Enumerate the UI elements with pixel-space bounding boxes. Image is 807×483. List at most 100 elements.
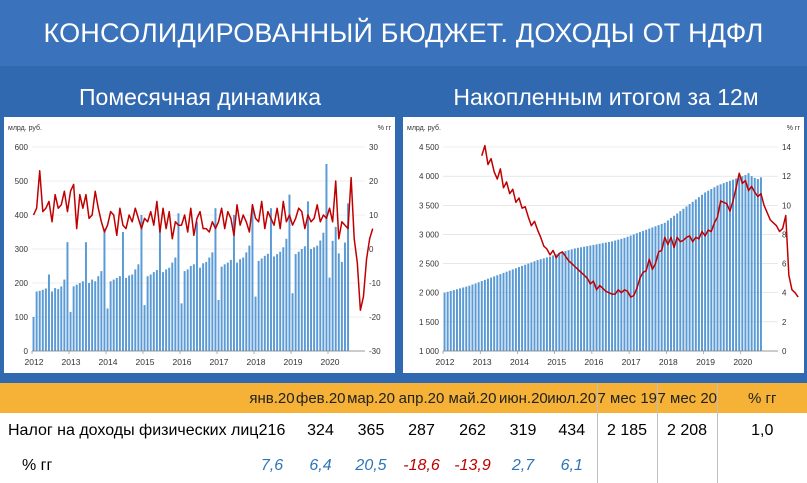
monthly-ndfl-chart: 0 100 200 300 400 500 600 -30 -20 -10 0 10 20 30 2012 2… (8, 124, 392, 367)
bar (165, 269, 168, 351)
bar (38, 290, 41, 351)
bar (725, 181, 728, 351)
bar (452, 290, 455, 351)
table-cell: -18,6 (397, 449, 446, 483)
y-tick-label: 2 500 (419, 260, 440, 269)
bar (269, 208, 272, 351)
bar (273, 256, 276, 351)
right-chart-subtitle: Накопленным итогом за 12м (453, 84, 759, 110)
bar (285, 238, 288, 351)
bar (72, 286, 75, 351)
table-cell: 434 (547, 413, 597, 449)
bar (41, 289, 44, 351)
x-tick-label: 2016 (584, 357, 603, 367)
bar (465, 286, 468, 351)
bar (35, 291, 38, 351)
bar (493, 276, 496, 351)
y-tick-label: 4 000 (419, 172, 440, 181)
bar (100, 271, 103, 351)
bar (158, 225, 161, 351)
y2-tick-label: 10 (782, 201, 791, 210)
table-header-cell: июл.20 (547, 383, 597, 413)
bar (242, 257, 245, 351)
bar (642, 230, 645, 351)
bar (199, 267, 202, 351)
bar (592, 244, 595, 351)
table-cell: -13,9 (446, 449, 499, 483)
bar (260, 258, 263, 351)
bar (449, 290, 452, 351)
bar (140, 215, 143, 351)
bar (202, 263, 205, 351)
bar (623, 237, 626, 351)
y-tick-label: 400 (15, 211, 29, 220)
bar (263, 255, 266, 351)
bar (558, 253, 561, 351)
bar (477, 282, 480, 351)
bar (220, 266, 223, 351)
bar (97, 276, 100, 351)
bar (319, 240, 322, 351)
row-label: % гг (0, 449, 248, 483)
x-tick-label: 2012 (436, 357, 455, 367)
y2-tick-label: 10 (369, 211, 378, 220)
bar (663, 222, 666, 351)
table-cell: 216 (248, 413, 296, 449)
x-tick-label: 2013 (473, 357, 492, 367)
table-cell: 324 (296, 413, 345, 449)
bar (607, 242, 610, 351)
table-header-cell: июн.20 (499, 383, 548, 413)
bar (750, 176, 753, 351)
table-header-cell: 7 мес 20 (656, 383, 717, 413)
x-tick-label: 2015 (136, 357, 155, 367)
bar (552, 255, 555, 351)
bar (128, 275, 131, 351)
x-tick-label: 2017 (210, 357, 229, 367)
bar (738, 177, 741, 351)
bar (598, 243, 601, 351)
x-tick-label: 2019 (284, 357, 303, 367)
bar (722, 183, 725, 351)
bar (205, 261, 208, 351)
bar (555, 254, 558, 351)
y-tick-label: 3 000 (419, 230, 440, 239)
bar (75, 284, 78, 351)
bar (704, 192, 707, 351)
bar (471, 284, 474, 351)
bar (635, 233, 638, 351)
bar (710, 188, 713, 351)
y-tick-label: 200 (15, 279, 29, 288)
bar (180, 303, 183, 351)
bar (732, 179, 735, 351)
bar (691, 201, 694, 351)
bar (322, 232, 325, 351)
bar (266, 253, 269, 351)
table-cell: 365 (345, 413, 397, 449)
bar (759, 177, 762, 351)
bar (576, 247, 579, 351)
y2-tick-label: 12 (782, 172, 791, 181)
table-header-cell: 7 мес 19 (596, 383, 657, 413)
bar (146, 276, 149, 351)
bar (103, 228, 106, 351)
bar (669, 218, 672, 351)
bar (756, 179, 759, 351)
bar (155, 270, 158, 351)
bar (294, 254, 297, 351)
bar (288, 194, 291, 351)
x-tick-label: 2012 (25, 357, 44, 367)
bar (63, 279, 66, 351)
x-tick-label: 2014 (99, 357, 118, 367)
bar (505, 271, 508, 351)
bar (251, 204, 254, 351)
y2-axis-label: % гг (378, 125, 392, 132)
bar (728, 180, 731, 351)
table-header-cell (0, 383, 248, 413)
bar (604, 242, 607, 351)
bar (524, 264, 527, 351)
table-header-cell: апр.20 (397, 383, 446, 413)
y2-tick-label: 30 (369, 143, 378, 152)
bar (459, 288, 462, 351)
bar (583, 246, 586, 351)
bar (303, 246, 306, 351)
